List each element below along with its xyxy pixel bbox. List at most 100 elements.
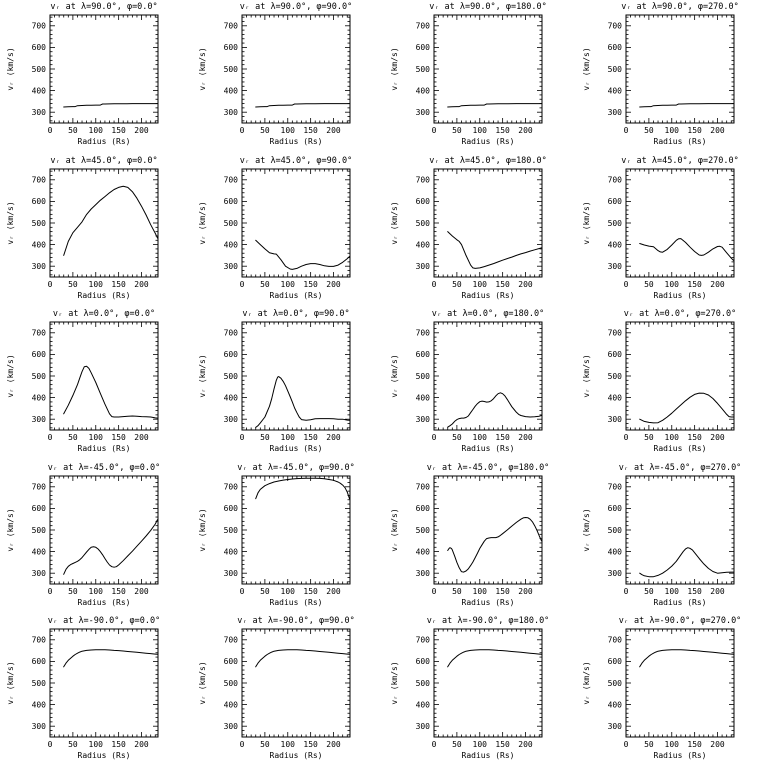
y-tick-label: 600 <box>32 197 47 206</box>
y-tick-label: 500 <box>608 372 623 381</box>
x-tick-label: 0 <box>240 280 245 289</box>
y-axis-label: vᵣ (km/s) <box>198 47 207 90</box>
subplot: vᵣ at λ=-45.0°, φ=0.0° 0 50 100 150 200 300 400… <box>0 461 192 615</box>
y-tick-label: 500 <box>32 372 47 381</box>
subplot: vᵣ at λ=90.0°, φ=90.0° 0 50 100 150 200 300 400… <box>192 0 384 154</box>
y-tick-label: 600 <box>608 658 623 667</box>
y-tick-label: 400 <box>32 86 47 95</box>
x-tick-label: 200 <box>518 126 533 135</box>
y-tick-label: 700 <box>224 175 239 184</box>
y-tick-label: 300 <box>32 262 47 271</box>
x-tick-label: 200 <box>134 433 149 442</box>
x-tick-label: 150 <box>111 280 126 289</box>
y-tick-label: 600 <box>224 197 239 206</box>
y-axis-label: vᵣ (km/s) <box>198 508 207 551</box>
y-tick-label: 600 <box>416 43 431 52</box>
x-axis-label: Radius (Rs) <box>462 291 515 300</box>
subplot-svg: vᵣ at λ=-90.0°, φ=90.0° 0 50 100 150 200 300 40… <box>198 616 355 760</box>
y-tick-label: 700 <box>224 482 239 491</box>
plot-title: vᵣ at λ=0.0°, φ=90.0° <box>242 309 349 319</box>
plot-title: vᵣ at λ=-45.0°, φ=0.0° <box>48 463 160 473</box>
x-tick-label: 150 <box>687 280 702 289</box>
y-tick-label: 700 <box>416 329 431 338</box>
y-tick-label: 400 <box>608 86 623 95</box>
y-tick-label: 700 <box>608 329 623 338</box>
x-tick-label: 100 <box>281 433 296 442</box>
x-tick-label: 200 <box>710 740 725 749</box>
axis-frame <box>625 321 735 431</box>
y-axis-label: vᵣ (km/s) <box>582 47 591 90</box>
x-tick-label: 0 <box>48 740 53 749</box>
x-tick-label: 100 <box>473 433 488 442</box>
x-axis-label: Radius (Rs) <box>654 291 707 300</box>
y-tick-label: 300 <box>224 262 239 271</box>
subplot: vᵣ at λ=-45.0°, φ=90.0° 0 50 100 150 200 300 40… <box>192 461 384 615</box>
subplot-svg: vᵣ at λ=-90.0°, φ=0.0° 0 50 100 150 200 300 400… <box>6 616 160 760</box>
y-tick-label: 400 <box>416 86 431 95</box>
axis-frame <box>433 168 543 278</box>
y-tick-label: 700 <box>416 636 431 645</box>
axis-frame <box>241 321 351 431</box>
y-tick-label: 600 <box>32 43 47 52</box>
plot-title: vᵣ at λ=90.0°, φ=90.0° <box>240 2 352 12</box>
x-axis-label: Radius (Rs) <box>270 137 323 146</box>
x-tick-label: 100 <box>89 280 104 289</box>
y-tick-label: 300 <box>608 262 623 271</box>
subplot: vᵣ at λ=-90.0°, φ=270.0° 0 50 100 150 200 300 4… <box>576 614 768 768</box>
data-line <box>255 477 350 499</box>
x-tick-label: 150 <box>687 587 702 596</box>
plot-title: vᵣ at λ=0.0°, φ=270.0° <box>624 309 736 319</box>
y-tick-label: 500 <box>32 526 47 535</box>
x-tick-label: 50 <box>260 740 270 749</box>
x-tick-label: 200 <box>518 280 533 289</box>
x-tick-label: 100 <box>281 280 296 289</box>
y-tick-label: 600 <box>416 658 431 667</box>
subplot: vᵣ at λ=0.0°, φ=90.0° 0 50 100 150 200 300 400 5… <box>192 307 384 461</box>
y-tick-label: 400 <box>608 701 623 710</box>
axis-frame <box>433 475 543 585</box>
plot-title: vᵣ at λ=0.0°, φ=0.0° <box>53 309 155 319</box>
data-line <box>63 365 158 419</box>
x-axis-label: Radius (Rs) <box>270 598 323 607</box>
x-tick-label: 0 <box>240 433 245 442</box>
x-tick-label: 200 <box>710 587 725 596</box>
y-tick-label: 500 <box>608 65 623 74</box>
y-tick-label: 500 <box>224 218 239 227</box>
x-axis-label: Radius (Rs) <box>462 444 515 453</box>
subplot: vᵣ at λ=90.0°, φ=180.0° 0 50 100 150 200 300 40… <box>384 0 576 154</box>
subplot: vᵣ at λ=45.0°, φ=90.0° 0 50 100 150 200 300 400… <box>192 154 384 308</box>
y-axis-label: vᵣ (km/s) <box>582 201 591 244</box>
y-tick-label: 400 <box>608 240 623 249</box>
x-tick-label: 150 <box>687 433 702 442</box>
data-line <box>447 103 542 108</box>
x-tick-label: 0 <box>432 587 437 596</box>
data-line <box>639 103 734 108</box>
subplot-svg: vᵣ at λ=45.0°, φ=270.0° 0 50 100 150 200 300 40… <box>582 156 739 300</box>
x-tick-label: 0 <box>624 587 629 596</box>
x-axis-label: Radius (Rs) <box>270 444 323 453</box>
y-tick-label: 600 <box>224 43 239 52</box>
plot-title: vᵣ at λ=-90.0°, φ=0.0° <box>48 616 160 626</box>
data-line <box>255 649 350 668</box>
y-axis-label: vᵣ (km/s) <box>390 201 399 244</box>
x-tick-label: 0 <box>432 280 437 289</box>
plot-title: vᵣ at λ=-45.0°, φ=90.0° <box>237 463 355 473</box>
x-tick-label: 200 <box>326 280 341 289</box>
x-tick-label: 150 <box>495 126 510 135</box>
x-tick-label: 50 <box>644 433 654 442</box>
y-axis-label: vᵣ (km/s) <box>198 662 207 705</box>
x-tick-label: 200 <box>518 433 533 442</box>
y-tick-label: 300 <box>224 108 239 117</box>
x-tick-label: 100 <box>89 740 104 749</box>
y-tick-label: 300 <box>608 108 623 117</box>
x-tick-label: 50 <box>68 126 78 135</box>
x-tick-label: 100 <box>473 126 488 135</box>
y-tick-label: 700 <box>224 22 239 31</box>
y-tick-label: 500 <box>608 526 623 535</box>
x-tick-label: 100 <box>89 587 104 596</box>
plot-title: vᵣ at λ=45.0°, φ=270.0° <box>621 156 739 166</box>
y-tick-label: 300 <box>32 415 47 424</box>
axis-frame <box>241 628 351 738</box>
subplot: vᵣ at λ=-90.0°, φ=0.0° 0 50 100 150 200 300 400… <box>0 614 192 768</box>
data-line <box>447 649 542 668</box>
